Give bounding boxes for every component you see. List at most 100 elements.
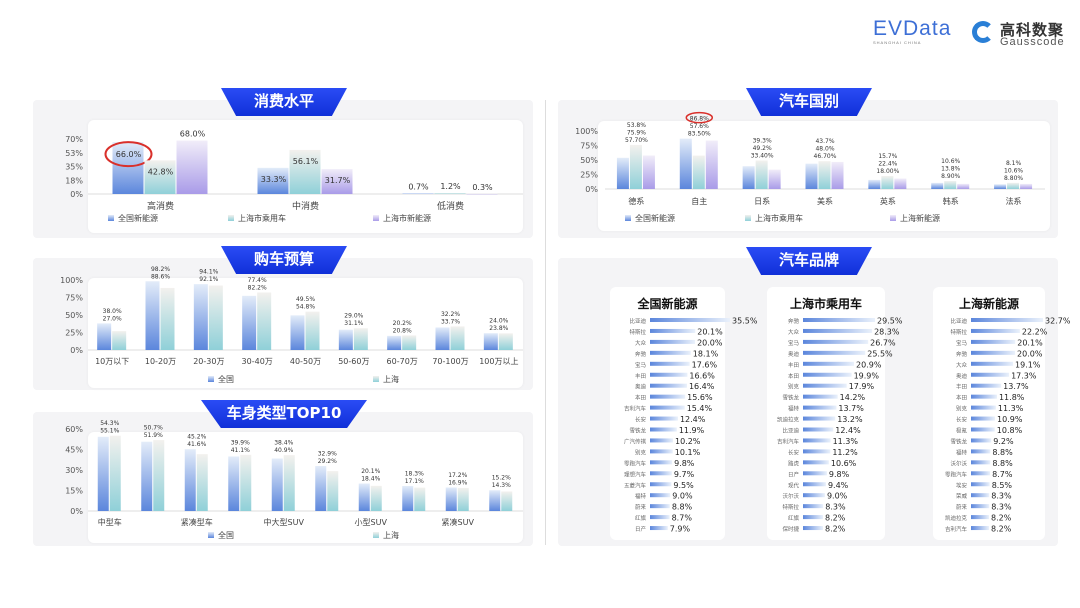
section-title-body-type: 车身类型TOP10 bbox=[201, 400, 367, 428]
body-type-panel: 0% 15% 30% 45% 60% 54.3% 55.1% 中型车 50.7% 51.9% 45.… bbox=[33, 412, 533, 546]
data-label: 43.7% bbox=[815, 138, 834, 145]
brand-bar bbox=[650, 504, 670, 509]
brand-value: 11.3% bbox=[833, 437, 859, 446]
brand-name: 奔驰 bbox=[788, 317, 800, 325]
brand-value: 12.4% bbox=[835, 426, 861, 435]
brand-name: 丰田 bbox=[788, 361, 799, 369]
legend-swatch bbox=[373, 376, 379, 382]
category-label: 法系 bbox=[1006, 196, 1022, 206]
brand-name: 广汽传祺 bbox=[624, 437, 647, 445]
data-label: 17.2% bbox=[448, 472, 467, 479]
brand-name: 零跑汽车 bbox=[945, 470, 968, 478]
y-tick-label: 18% bbox=[65, 176, 83, 185]
brand-bar bbox=[650, 427, 677, 432]
data-label: 17.1% bbox=[405, 478, 424, 485]
brand-bar bbox=[971, 361, 1014, 366]
brand-value: 9.8% bbox=[674, 459, 695, 468]
brand-bar bbox=[803, 394, 838, 399]
brand-value: 8.2% bbox=[991, 514, 1012, 523]
y-tick-label: 70% bbox=[65, 135, 83, 144]
bar bbox=[145, 281, 160, 350]
brand-value: 26.7% bbox=[870, 338, 896, 347]
brand-bar bbox=[971, 318, 1043, 322]
category-label: 70-100万 bbox=[432, 357, 468, 366]
bar bbox=[97, 436, 109, 511]
category-label: 10万以下 bbox=[95, 357, 129, 366]
bar bbox=[315, 466, 327, 511]
legend-label: 上海 bbox=[383, 530, 399, 540]
legend-label: 全国 bbox=[218, 530, 234, 540]
data-label: 54.8% bbox=[296, 304, 315, 311]
brand-bar bbox=[650, 394, 686, 399]
brand-name: 零跑汽车 bbox=[624, 459, 647, 467]
bar bbox=[289, 149, 321, 194]
country-chart: 0% 25% 50% 75% 100% 53.8%75.9%57.70% 德系 86.8%57… bbox=[575, 111, 1045, 223]
gausscode-logo-icon bbox=[972, 21, 994, 43]
brand-value: 16.4% bbox=[689, 382, 715, 391]
data-label: 45.2% bbox=[187, 434, 206, 441]
data-label: 38.4% bbox=[274, 440, 293, 447]
brand-name: 凯迪拉克 bbox=[777, 416, 800, 424]
data-label: 14.3% bbox=[492, 482, 511, 489]
brand-value: 17.3% bbox=[1011, 371, 1037, 380]
bar bbox=[768, 169, 781, 189]
legend-label: 上海新能源 bbox=[900, 213, 940, 223]
bar bbox=[692, 155, 705, 189]
category-label: 100万以上 bbox=[479, 357, 518, 366]
category-label: 高消费 bbox=[147, 200, 174, 212]
center-divider bbox=[545, 100, 546, 545]
bar bbox=[434, 193, 466, 194]
brand-name: 比亚迪 bbox=[629, 317, 646, 325]
category-label: 自主 bbox=[691, 196, 707, 206]
brand-value: 9.8% bbox=[829, 470, 850, 479]
brand-name: 特斯拉 bbox=[629, 328, 646, 336]
y-tick-label: 50% bbox=[580, 156, 598, 165]
brand-value: 8.3% bbox=[825, 503, 846, 512]
brand-value: 22.2% bbox=[1022, 327, 1048, 336]
brand-panel: 全国新能源 比亚迪 35.5% 特斯拉 20.1% 大众 20.0% 奔驰 18.1% 宝马 17… bbox=[558, 258, 1071, 546]
bar bbox=[445, 487, 457, 511]
brand-value: 13.7% bbox=[1003, 382, 1029, 391]
category-label: 中大型SUV bbox=[264, 517, 305, 527]
category-label: 低消费 bbox=[437, 200, 464, 212]
category-label: 中消费 bbox=[292, 200, 319, 212]
legend-label: 全国新能源 bbox=[118, 213, 158, 223]
brand-name: 特斯拉 bbox=[950, 328, 967, 336]
data-label: 20.2% bbox=[393, 320, 412, 327]
brand-bar bbox=[650, 460, 673, 465]
brand-value: 8.3% bbox=[991, 492, 1012, 501]
bar bbox=[370, 485, 382, 511]
brand-bar bbox=[971, 449, 991, 454]
brand-bar bbox=[803, 482, 826, 487]
bar bbox=[994, 184, 1007, 189]
brand-value: 19.1% bbox=[1015, 360, 1041, 369]
data-label: 86.8% bbox=[690, 116, 709, 123]
brand-name: 大众 bbox=[956, 361, 968, 369]
data-label: 8.80% bbox=[1004, 175, 1023, 182]
brand-bar bbox=[971, 328, 1020, 333]
brand-name: 福特 bbox=[635, 492, 647, 500]
brand-value: 11.8% bbox=[999, 393, 1025, 402]
bar bbox=[805, 163, 818, 189]
consumption-panel: 0% 18% 35% 53% 70% 66.0% 42.8% 68.0% 高消费 33.3% 56.… bbox=[33, 100, 533, 238]
y-tick-label: 60% bbox=[65, 425, 83, 434]
brand-bar bbox=[803, 427, 834, 432]
category-label: 小型SUV bbox=[355, 518, 388, 527]
bar bbox=[193, 284, 208, 350]
bar bbox=[742, 166, 755, 189]
data-label: 42.8% bbox=[148, 167, 174, 176]
category-label: 10-20万 bbox=[145, 357, 176, 366]
bar bbox=[257, 292, 272, 350]
bar bbox=[353, 328, 368, 350]
brand-bar bbox=[650, 350, 691, 355]
bar bbox=[271, 458, 283, 511]
brand-value: 9.0% bbox=[827, 492, 848, 501]
data-label: 10.6% bbox=[1004, 167, 1023, 174]
brand-bar bbox=[650, 416, 678, 421]
y-tick-label: 53% bbox=[65, 149, 83, 158]
data-label: 18.3% bbox=[405, 470, 424, 477]
evdata-logo: EVData SHANGHAI CHINA bbox=[873, 18, 951, 46]
category-label: 20-30万 bbox=[193, 357, 224, 366]
brand-bar bbox=[803, 460, 829, 465]
data-label: 75.9% bbox=[627, 129, 646, 136]
